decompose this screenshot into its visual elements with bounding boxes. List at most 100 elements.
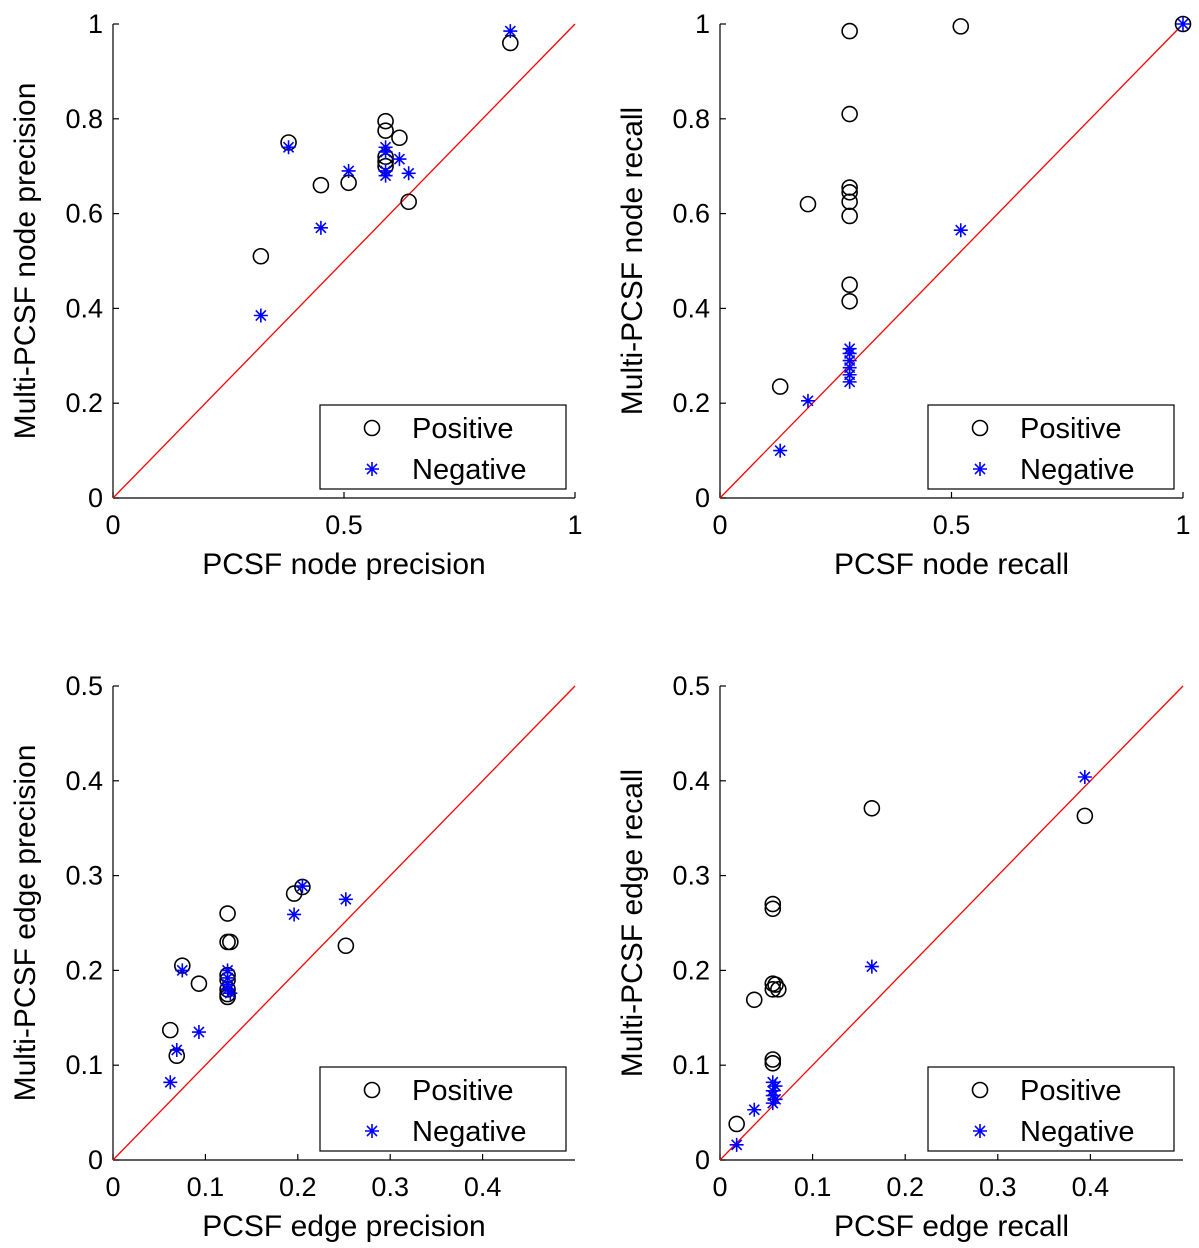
legend: Positive Negative — [319, 404, 567, 490]
series-positive — [728, 799, 1094, 1133]
legend-label: Positive — [412, 1075, 514, 1107]
data-point-negative — [842, 374, 857, 389]
legend-marker-negative — [973, 462, 987, 476]
x-axis-title: PCSF node recall — [834, 548, 1069, 581]
x-tick-label: 0.2 — [886, 1172, 924, 1202]
chart-3: 0 0.1 0.2 0.3 0.4 0 0.1 0.2 0.3 0.4 0.5 PCSF edge p… — [9, 671, 576, 1243]
data-point-positive — [391, 129, 408, 147]
data-point-positive — [841, 276, 858, 294]
data-point-negative — [191, 1025, 206, 1040]
y-tick-label: 0.2 — [672, 955, 710, 985]
legend-box — [319, 404, 567, 490]
data-point-positive — [841, 22, 858, 40]
data-point-positive — [841, 207, 858, 225]
data-point-negative — [747, 1102, 762, 1117]
legend-marker-negative — [973, 1124, 987, 1138]
data-point-negative — [163, 1075, 178, 1090]
data-point-positive — [799, 195, 817, 213]
data-point-negative — [392, 152, 407, 167]
chart-2: 0 0.5 1 0 0.2 0.4 0.6 0.8 1 PCSF node recall Multi… — [616, 9, 1192, 581]
legend: Positive Negative — [319, 1066, 567, 1152]
data-point-negative — [378, 168, 393, 183]
data-point-negative — [287, 907, 302, 922]
data-point-negative — [338, 892, 353, 907]
y-tick-label: 1 — [695, 9, 710, 39]
y-tick-label: 0.1 — [672, 1050, 710, 1080]
reference-line — [112, 685, 576, 1161]
series-negative — [729, 770, 1092, 1152]
data-point-positive — [770, 981, 787, 998]
data-point-positive — [764, 895, 782, 913]
x-axis-title: PCSF edge recall — [834, 1210, 1069, 1243]
data-point-negative — [378, 144, 393, 159]
y-axis-title: Multi-PCSF node recall — [616, 107, 649, 415]
legend-label: Negative — [412, 1116, 526, 1148]
y-tick-label: 0.2 — [65, 388, 103, 418]
data-point-negative — [773, 443, 788, 458]
data-point-positive — [764, 1055, 782, 1072]
x-tick-label: 0.4 — [1072, 1172, 1110, 1202]
y-tick-label: 0.6 — [672, 199, 710, 229]
data-point-negative — [313, 220, 328, 235]
data-point-negative — [800, 393, 815, 408]
x-tick-label: 0 — [105, 510, 120, 540]
data-point-positive — [728, 1115, 745, 1133]
x-tick-label: 0.4 — [464, 1172, 502, 1202]
data-point-positive — [952, 18, 970, 35]
data-point-negative — [842, 367, 857, 382]
x-axis-title: PCSF node precision — [202, 548, 485, 581]
data-point-positive — [377, 122, 394, 139]
data-point-positive — [764, 981, 782, 998]
x-tick-label: 0.5 — [933, 510, 971, 540]
y-tick-label: 0 — [88, 483, 103, 513]
y-tick-label: 0.2 — [672, 388, 710, 418]
data-point-positive — [222, 933, 239, 951]
data-point-negative — [253, 308, 268, 323]
x-tick-label: 0.5 — [325, 510, 363, 540]
reference-line — [719, 23, 1184, 499]
legend-marker-positive — [971, 1081, 989, 1099]
y-tick-label: 0.3 — [65, 861, 103, 891]
y-tick-label: 0.6 — [65, 199, 103, 229]
data-point-positive — [312, 176, 330, 194]
data-point-negative — [220, 963, 235, 978]
x-tick-label: 0.3 — [979, 1172, 1017, 1202]
y-axis-title: Multi-PCSF edge precision — [9, 745, 42, 1102]
data-point-positive — [841, 183, 858, 201]
data-point-negative — [1077, 770, 1092, 785]
y-tick-label: 0.5 — [672, 671, 710, 701]
series-positive — [252, 34, 519, 265]
y-tick-label: 0.4 — [672, 293, 710, 323]
x-tick-label: 0.1 — [187, 1172, 225, 1202]
data-point-positive — [1076, 807, 1094, 825]
data-point-negative — [842, 360, 857, 375]
x-tick-label: 1 — [1175, 510, 1190, 540]
legend-box — [927, 404, 1175, 490]
reference-line — [719, 685, 1184, 1161]
legend-marker-positive — [363, 419, 381, 437]
series-positive — [771, 15, 1192, 395]
data-point-positive — [161, 1021, 179, 1039]
legend-label: Negative — [1020, 454, 1134, 486]
y-tick-label: 0.5 — [65, 671, 103, 701]
x-axis-title: PCSF edge precision — [202, 1210, 485, 1243]
x-tick-label: 0 — [712, 1172, 727, 1202]
data-point-negative — [1176, 17, 1190, 31]
legend-marker-positive — [363, 1081, 381, 1099]
legend-marker-negative — [365, 1124, 379, 1138]
legend-label: Positive — [412, 413, 514, 445]
y-tick-label: 0.4 — [672, 766, 710, 796]
data-point-negative — [864, 959, 879, 974]
data-point-positive — [764, 1051, 782, 1068]
data-point-positive — [771, 378, 789, 395]
y-tick-label: 0 — [695, 483, 710, 513]
reference-line — [112, 23, 576, 499]
data-point-negative — [842, 346, 857, 361]
data-point-positive — [252, 247, 270, 265]
data-point-positive — [1174, 15, 1192, 33]
data-point-positive — [377, 112, 394, 130]
y-axis-title: Multi-PCSF node precision — [9, 83, 42, 440]
y-tick-label: 0 — [88, 1145, 103, 1175]
data-point-negative — [295, 879, 310, 894]
